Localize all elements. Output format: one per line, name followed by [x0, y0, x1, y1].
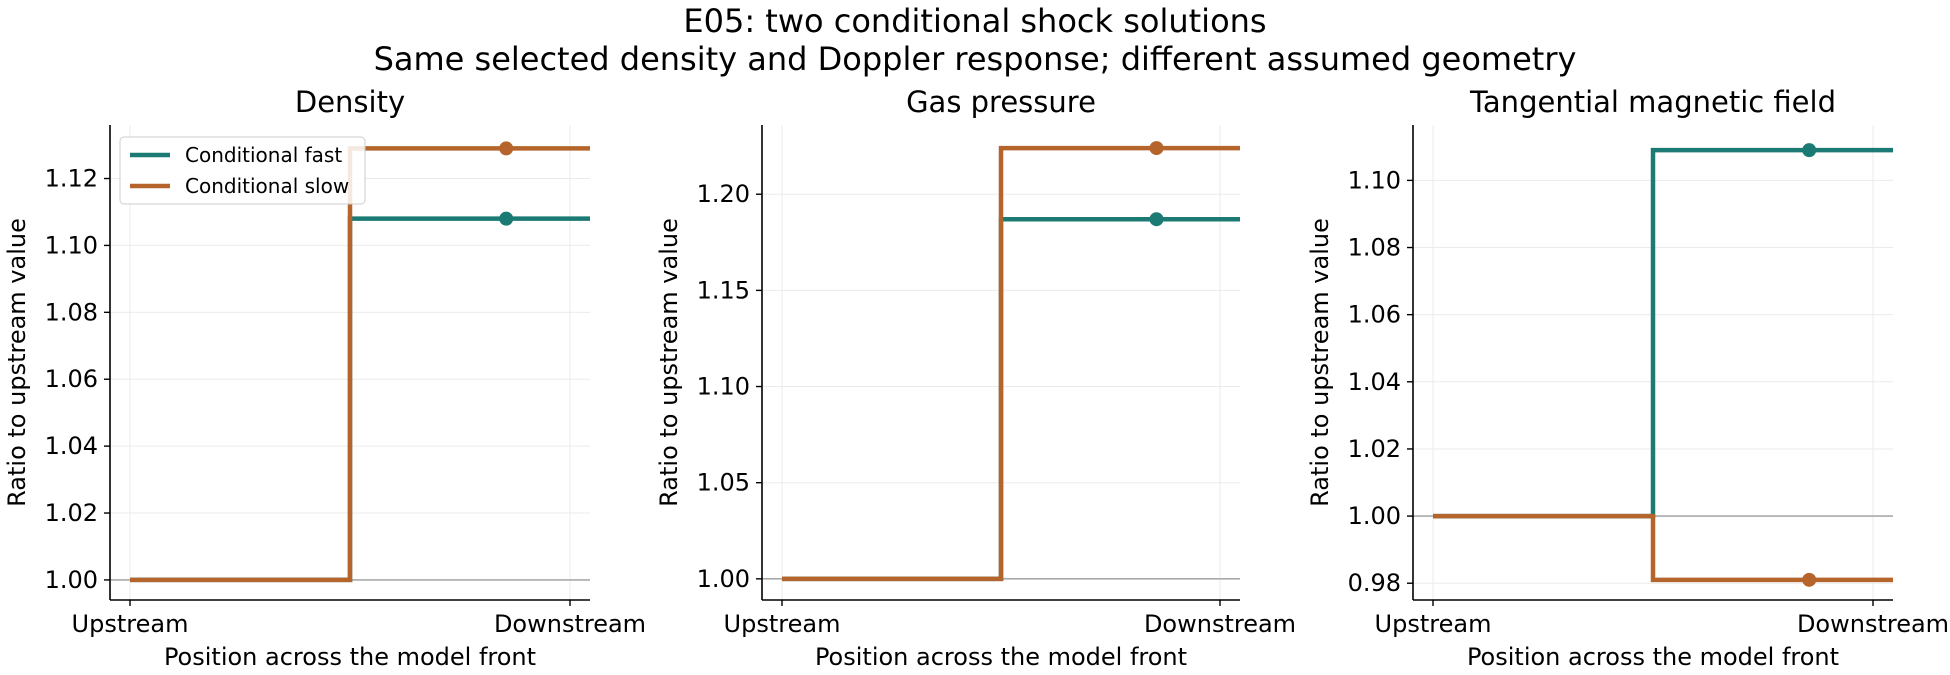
- y-tick-label: 1.20: [697, 180, 750, 208]
- y-tick-label: 1.04: [45, 432, 98, 460]
- y-tick-label: 1.06: [1348, 301, 1401, 329]
- series-line-fast: [782, 216, 1240, 582]
- y-tick-label: 1.12: [45, 165, 98, 193]
- y-tick-label: 1.02: [45, 499, 98, 527]
- y-axis-label: Ratio to upstream value: [655, 218, 683, 507]
- y-tick-label: 1.08: [1348, 234, 1401, 262]
- series-marker-slow: [499, 141, 514, 156]
- x-tick-label: Upstream: [724, 610, 841, 638]
- y-tick-label: 1.10: [45, 231, 98, 259]
- y-tick-label: 1.08: [45, 298, 98, 326]
- x-axis-label: Position across the model front: [815, 643, 1187, 671]
- series-line-slow: [1433, 513, 1893, 583]
- y-tick-label: 1.10: [1348, 166, 1401, 194]
- chart-panel-1: Density 1.00 1.02 1.04 1.06 1.08 1.10 1.12 Upstr…: [3, 85, 646, 671]
- series-line-fast: [130, 216, 590, 583]
- y-tick-label: 1.06: [45, 365, 98, 393]
- panel-title: Density: [295, 85, 405, 119]
- legend-label-fast: Conditional fast: [185, 143, 342, 167]
- y-tick-label: 1.10: [697, 373, 750, 401]
- figure-subtitle: Same selected density and Doppler respon…: [374, 40, 1577, 78]
- series-marker-fast: [1802, 143, 1817, 158]
- x-axis-label: Position across the model front: [164, 643, 536, 671]
- series-marker-slow: [1802, 572, 1817, 587]
- y-tick-label: 1.15: [697, 276, 750, 304]
- panel-title: Tangential magnetic field: [1469, 85, 1836, 119]
- series-line-slow: [782, 145, 1240, 582]
- series-marker-slow: [1149, 141, 1164, 156]
- series-marker-fast: [499, 211, 514, 226]
- y-tick-label: 1.04: [1348, 368, 1401, 396]
- y-tick-label: 1.05: [697, 469, 750, 497]
- y-tick-label: 1.00: [45, 566, 98, 594]
- chart-panel-3: Tangential magnetic field 0.98 1.00 1.02 1.0…: [1306, 85, 1949, 671]
- legend-label-slow: Conditional slow: [185, 174, 349, 198]
- series-line-fast: [1433, 147, 1893, 519]
- y-tick-label: 1.00: [1348, 502, 1401, 530]
- x-tick-label: Downstream: [494, 610, 646, 638]
- y-axis-label: Ratio to upstream value: [3, 218, 31, 507]
- x-tick-label: Downstream: [1797, 610, 1949, 638]
- y-axis-label: Ratio to upstream value: [1306, 218, 1334, 507]
- panel-title: Gas pressure: [906, 85, 1096, 119]
- x-tick-label: Upstream: [72, 610, 189, 638]
- y-tick-label: 1.00: [697, 565, 750, 593]
- x-tick-label: Downstream: [1144, 610, 1296, 638]
- legend-box: [119, 136, 366, 205]
- x-axis-label: Position across the model front: [1467, 643, 1839, 671]
- x-tick-label: Upstream: [1375, 610, 1492, 638]
- chart-panel-2: Gas pressure 1.00 1.05 1.10 1.15 1.20 Upstream…: [655, 85, 1296, 671]
- figure-title: E05: two conditional shock solutions: [683, 2, 1266, 40]
- y-tick-label: 1.02: [1348, 435, 1401, 463]
- y-tick-label: 0.98: [1348, 569, 1401, 597]
- legend: Conditional fast Conditional slow: [119, 136, 366, 205]
- series-marker-fast: [1149, 212, 1164, 227]
- series-line-slow: [130, 146, 590, 583]
